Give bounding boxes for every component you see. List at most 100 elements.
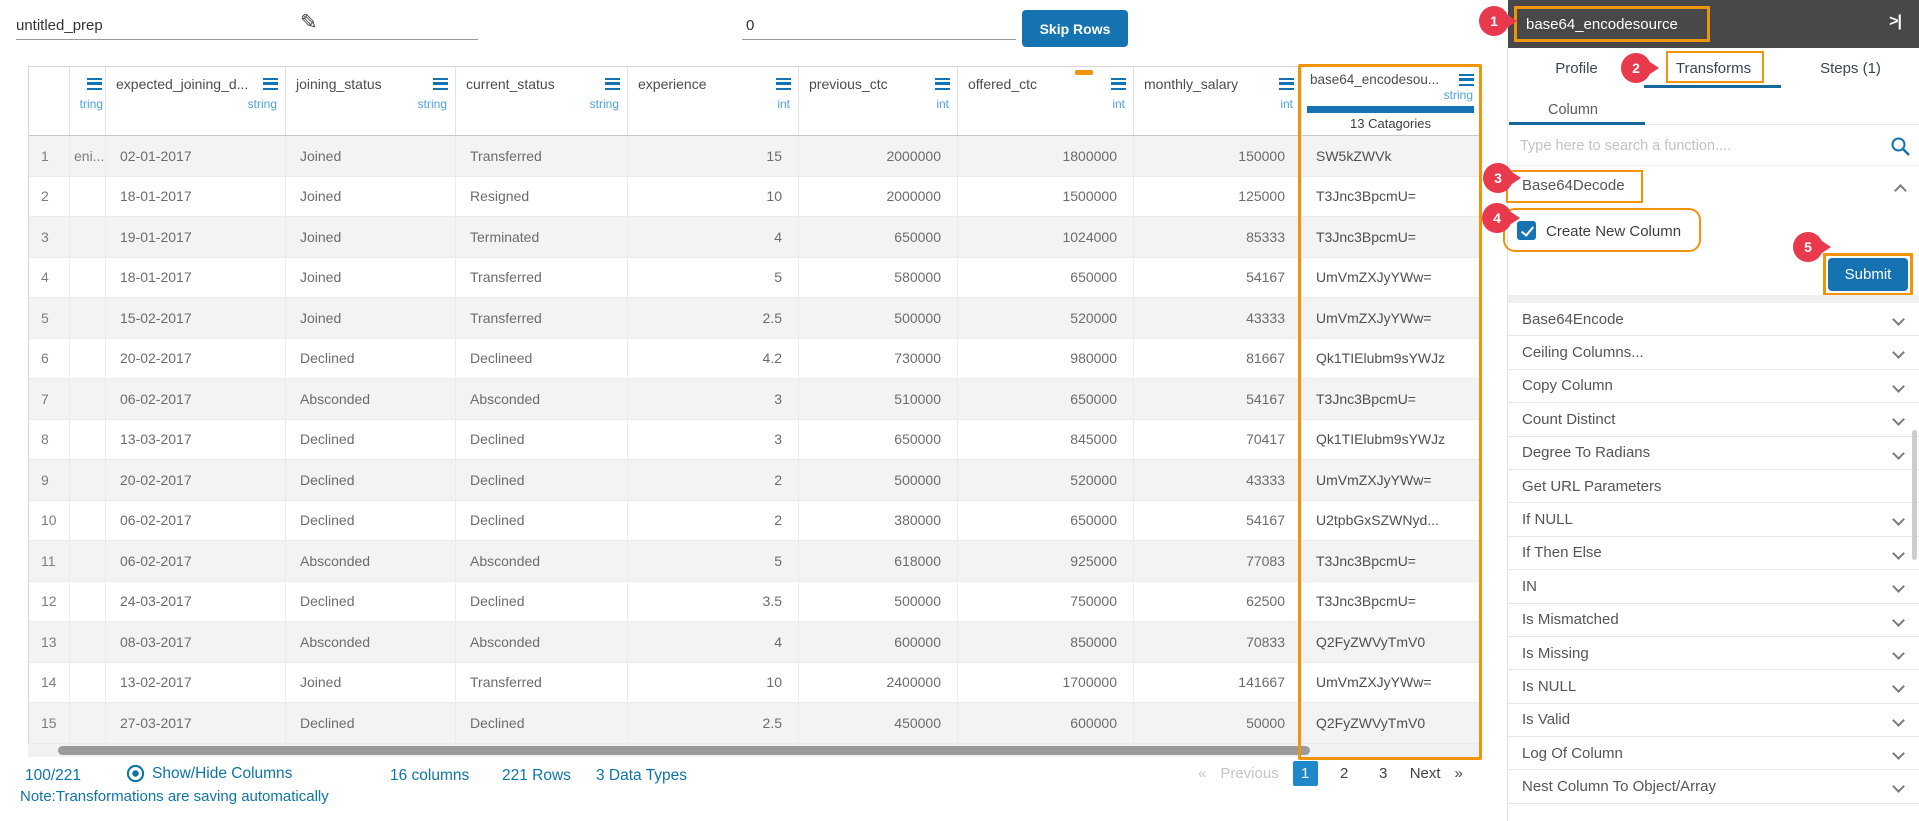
row-number-cell: 8 [41, 431, 49, 448]
category-distribution-bar [1307, 106, 1474, 113]
function-list-item[interactable]: Degree To Radians [1508, 436, 1919, 470]
function-list-item[interactable]: Is Valid [1508, 703, 1919, 738]
page-button-1[interactable]: 1 [1292, 761, 1318, 786]
function-list-item[interactable]: Is Missing [1508, 636, 1919, 671]
prep-name-input[interactable] [16, 12, 478, 40]
column-header-joining-status[interactable]: joining_status string [285, 67, 455, 135]
function-list-item[interactable]: Is NULL [1508, 670, 1919, 704]
function-label: Is Valid [1522, 711, 1571, 729]
tab-steps[interactable]: Steps (1) [1820, 59, 1881, 77]
current-status-cell: Absconded [455, 622, 627, 662]
panel-scrollbar-thumb[interactable] [1912, 430, 1917, 560]
function-list-item[interactable]: IN [1508, 570, 1919, 604]
row-number-cell: 12 [41, 593, 57, 610]
tab-transforms[interactable]: Transforms [1675, 59, 1752, 77]
previous-ctc-cell: 618000 [798, 541, 957, 581]
page-button-2[interactable]: 2 [1340, 765, 1349, 782]
function-list-item[interactable]: If Then Else [1508, 536, 1919, 571]
table-row: 10 06-02-2017 Declined Declined 2 380000… [29, 500, 1479, 542]
offered-ctc-cell: 520000 [957, 298, 1133, 338]
function-search-input[interactable] [1520, 131, 1880, 161]
function-list-item[interactable]: Get URL Parameters [1508, 469, 1919, 504]
experience-cell: 3 [627, 379, 798, 419]
base64-cell: UmVmZXJyYWw= [1301, 460, 1479, 500]
expected-joining-date-cell: 27-03-2017 [105, 703, 285, 743]
submit-button[interactable]: Submit [1828, 258, 1908, 291]
tab-column[interactable]: Column [1548, 102, 1598, 118]
collapse-panel-icon[interactable]: >| [1889, 13, 1902, 30]
function-list-item[interactable]: Copy Column [1508, 369, 1919, 404]
function-list-item[interactable]: If NULL [1508, 503, 1919, 537]
current-status-cell: Transferred [455, 136, 627, 176]
column-menu-icon[interactable] [1459, 74, 1474, 86]
table-row: 15 27-03-2017 Declined Declined 2.5 4500… [29, 703, 1479, 744]
expected-joining-date-cell: 19-01-2017 [105, 217, 285, 257]
column-menu-icon[interactable] [263, 78, 278, 90]
column-header-base64-encodesource[interactable]: base64_encodesou... string 13 Catagories [1301, 67, 1479, 135]
column-header-current-status[interactable]: current_status string [455, 67, 627, 135]
row-number-cell: 7 [41, 390, 49, 407]
current-status-cell: Terminated [455, 217, 627, 257]
table-row: 13 08-03-2017 Absconded Absconded 4 6000… [29, 622, 1479, 663]
function-list-item[interactable]: Base64Encode [1508, 303, 1919, 337]
edit-pencil-icon[interactable]: ✎ [300, 11, 318, 34]
current-status-cell: Declined [455, 581, 627, 622]
column-menu-icon[interactable] [776, 78, 791, 90]
function-list-item[interactable]: Log Of Column [1508, 737, 1919, 771]
offered-ctc-cell: 1700000 [957, 662, 1133, 703]
horizontal-scrollbar-thumb[interactable] [58, 746, 1310, 755]
table-row: 8 13-03-2017 Declined Declined 3 650000 … [29, 419, 1479, 461]
experience-cell: 4 [627, 622, 798, 662]
create-new-column-checkbox[interactable] [1517, 221, 1536, 240]
function-label: If Then Else [1522, 544, 1602, 562]
column-menu-icon[interactable] [1279, 78, 1294, 90]
column-header-expected-joining-date[interactable]: expected_joining_d... string [105, 67, 285, 135]
column-title: current_status [466, 76, 555, 92]
function-item-base64decode[interactable]: Base64Decode [1508, 166, 1919, 206]
base64-cell: T3Jnc3BpcmU= [1301, 541, 1479, 581]
next-page-icon[interactable]: » [1454, 765, 1463, 782]
experience-cell: 10 [627, 662, 798, 703]
column-header-monthly-salary[interactable]: monthly_salary int [1133, 67, 1301, 135]
expected-joining-date-cell: 20-02-2017 [105, 460, 285, 500]
joining-status-cell: Absconded [285, 541, 455, 581]
search-icon [1891, 137, 1910, 156]
expected-joining-date-cell: 13-02-2017 [105, 662, 285, 703]
column-title: experience [638, 76, 707, 92]
column-menu-icon[interactable] [935, 78, 950, 90]
column-header-experience[interactable]: experience int [627, 67, 798, 135]
column-menu-icon[interactable] [1111, 78, 1126, 90]
function-list-item[interactable]: Is Mismatched [1508, 603, 1919, 637]
experience-cell: 2.5 [627, 703, 798, 743]
joining-status-cell: Declined [285, 419, 455, 460]
rows-summary: 221 Rows [502, 767, 571, 784]
tab-profile[interactable]: Profile [1555, 59, 1598, 77]
function-list-item[interactable]: Nest Column To Object/Array [1508, 770, 1919, 804]
next-page-button[interactable]: Next [1409, 765, 1441, 782]
skip-rows-input[interactable] [742, 12, 1016, 40]
show-hide-columns-button[interactable]: Show/Hide Columns [126, 764, 292, 783]
previous-page-button[interactable]: Previous [1220, 765, 1279, 782]
column-menu-icon[interactable] [433, 78, 448, 90]
column-header-offered-ctc[interactable]: offered_ctc int [957, 67, 1133, 135]
function-list-item[interactable]: Count Distinct [1508, 403, 1919, 437]
column-menu-icon[interactable] [605, 78, 620, 90]
offered-ctc-cell: 980000 [957, 338, 1133, 379]
monthly-salary-cell: 43333 [1133, 298, 1301, 338]
previous-page-icon[interactable]: « [1198, 765, 1207, 782]
column-header-previous-ctc[interactable]: previous_ctc int [798, 67, 957, 135]
table-row: 7 06-02-2017 Absconded Absconded 3 51000… [29, 379, 1479, 420]
skip-rows-button[interactable]: Skip Rows [1022, 10, 1128, 47]
pagination: « Previous 1 2 3 Next » [1198, 761, 1463, 786]
offered-ctc-cell: 750000 [957, 581, 1133, 622]
truncated-cell [69, 217, 105, 257]
column-selection-marker [1075, 70, 1093, 75]
chevron-down-icon [1892, 713, 1905, 727]
page-button-3[interactable]: 3 [1379, 765, 1388, 782]
function-label: Is Missing [1522, 644, 1589, 662]
truncated-cell [69, 298, 105, 338]
column-header-truncated[interactable]: tring [69, 67, 105, 135]
function-list-item[interactable]: Ceiling Columns... [1508, 336, 1919, 370]
column-menu-icon[interactable] [87, 78, 102, 90]
truncated-cell [69, 257, 105, 298]
